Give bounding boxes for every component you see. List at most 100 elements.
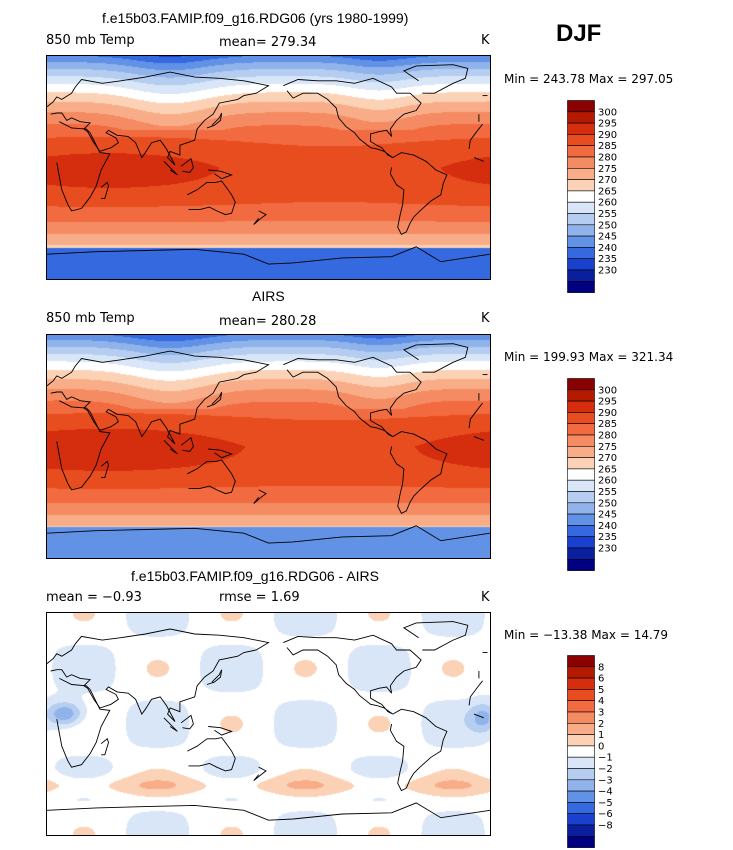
coastline <box>402 621 469 651</box>
colorbar-swatch <box>567 824 595 837</box>
colorbar-swatch <box>567 378 595 391</box>
colorbar-swatch <box>567 734 595 747</box>
colorbar-label: 295 <box>598 397 617 408</box>
map-model <box>46 55 491 280</box>
minmax-model: Min = 243.78 Max = 297.05 <box>504 72 674 86</box>
colorbar-swatch <box>567 491 595 504</box>
colorbar-swatch <box>567 100 595 113</box>
coastline <box>180 714 194 730</box>
colorbar-swatch <box>567 258 595 271</box>
colorbar-swatch <box>567 269 595 282</box>
colorbar-label: 250 <box>598 498 617 509</box>
colorbar-label: 4 <box>598 696 604 707</box>
colorbar-label: 295 <box>598 119 617 130</box>
coastline <box>47 71 270 166</box>
coastline <box>100 460 109 478</box>
coastline <box>163 439 178 455</box>
colorbar-swatch <box>567 190 595 203</box>
map-field <box>47 56 490 279</box>
season-label: DJF <box>556 20 602 47</box>
units-label-obs: K <box>481 311 490 326</box>
colorbar-swatch <box>567 434 595 447</box>
coastline <box>180 437 194 452</box>
colorbar-label: 245 <box>598 232 617 243</box>
colorbar-label: 8 <box>598 662 604 673</box>
colorbar-swatch <box>567 235 595 248</box>
colorbar-label: −6 <box>598 809 613 820</box>
colorbar-swatch <box>567 145 595 158</box>
map-field <box>47 613 490 835</box>
field-label-model: 850 mb Temp <box>46 33 135 48</box>
colorbar-swatch <box>567 723 595 735</box>
colorbar-label: 255 <box>598 487 617 498</box>
coastline <box>47 525 490 544</box>
colorbar-label: −3 <box>598 775 613 786</box>
mean-label-diff: mean = −0.93 <box>46 590 142 605</box>
coastline <box>468 123 483 149</box>
coastline <box>402 64 469 94</box>
colorbar-label: 255 <box>598 209 617 220</box>
colorbar-swatch <box>567 547 595 560</box>
colorbar-swatch <box>567 201 595 214</box>
map-obs <box>46 334 491 559</box>
colorbar-label: 0 <box>598 741 604 752</box>
colorbar-model: 300 295 290 285 280 275 270 265 260 255 250 245 240 2… <box>567 100 629 295</box>
colorbar-swatch <box>567 711 595 724</box>
colorbar-label: 265 <box>598 186 617 197</box>
coastline <box>389 152 448 236</box>
colorbar-swatch <box>567 700 595 713</box>
colorbar-swatch <box>567 111 595 124</box>
colorbar-swatch <box>567 412 595 425</box>
coastline <box>187 180 236 216</box>
coastline <box>389 431 448 515</box>
coastline <box>187 737 236 772</box>
colorbar-swatch <box>567 677 595 690</box>
coastline <box>208 169 233 180</box>
colorbar-swatch <box>567 768 595 781</box>
colorbar-label: −4 <box>598 787 613 798</box>
colorbar-label: 230 <box>598 266 617 277</box>
minmax-diff: Min = −13.38 Max = 14.79 <box>504 628 669 642</box>
units-label-model: K <box>481 33 490 48</box>
map-diff <box>46 612 491 836</box>
colorbar-label: 235 <box>598 532 617 543</box>
colorbar-label: 240 <box>598 521 617 532</box>
colorbar-swatch <box>567 513 595 526</box>
colorbar-label: 270 <box>598 453 617 464</box>
colorbar-swatch <box>567 423 595 436</box>
colorbar-swatch <box>567 400 595 413</box>
colorbar-swatch <box>567 655 595 668</box>
coastline <box>47 628 270 722</box>
colorbar-label: 300 <box>598 107 617 118</box>
colorbar-swatch <box>567 446 595 458</box>
field-label-obs: 850 mb Temp <box>46 311 135 326</box>
colorbar-label: 290 <box>598 130 617 141</box>
mean-label-model: mean= 279.34 <box>219 35 317 50</box>
colorbar-label: 1 <box>598 730 604 741</box>
colorbar-swatch <box>567 779 595 792</box>
colorbar-label: −1 <box>598 753 613 764</box>
colorbar-swatch <box>567 389 595 402</box>
colorbar-label: 265 <box>598 464 617 475</box>
rmse-label-diff: rmse = 1.69 <box>219 590 300 605</box>
colorbar-swatch <box>567 790 595 803</box>
colorbar-label: 285 <box>598 141 617 152</box>
colorbar-swatch <box>567 156 595 169</box>
coastline <box>402 343 469 373</box>
coastline <box>206 391 223 408</box>
colorbar-label: 290 <box>598 408 617 419</box>
colorbar-swatch <box>567 224 595 237</box>
coastline <box>283 356 422 438</box>
colorbar-label: −2 <box>598 764 613 775</box>
colorbar-swatch <box>567 745 595 758</box>
coastline <box>56 400 111 491</box>
colorbar-swatch <box>567 559 595 571</box>
colorbar-obs: 300 295 290 285 280 275 270 265 260 255 250 245 240 2… <box>567 378 629 573</box>
coastline <box>100 738 109 756</box>
colorbar-label: 230 <box>598 544 617 555</box>
minmax-obs: Min = 199.93 Max = 321.34 <box>504 350 674 364</box>
colorbar-swatch <box>567 502 595 515</box>
colorbar-label: 275 <box>598 442 617 453</box>
colorbar-label: 250 <box>598 220 617 231</box>
coastline <box>468 402 483 428</box>
